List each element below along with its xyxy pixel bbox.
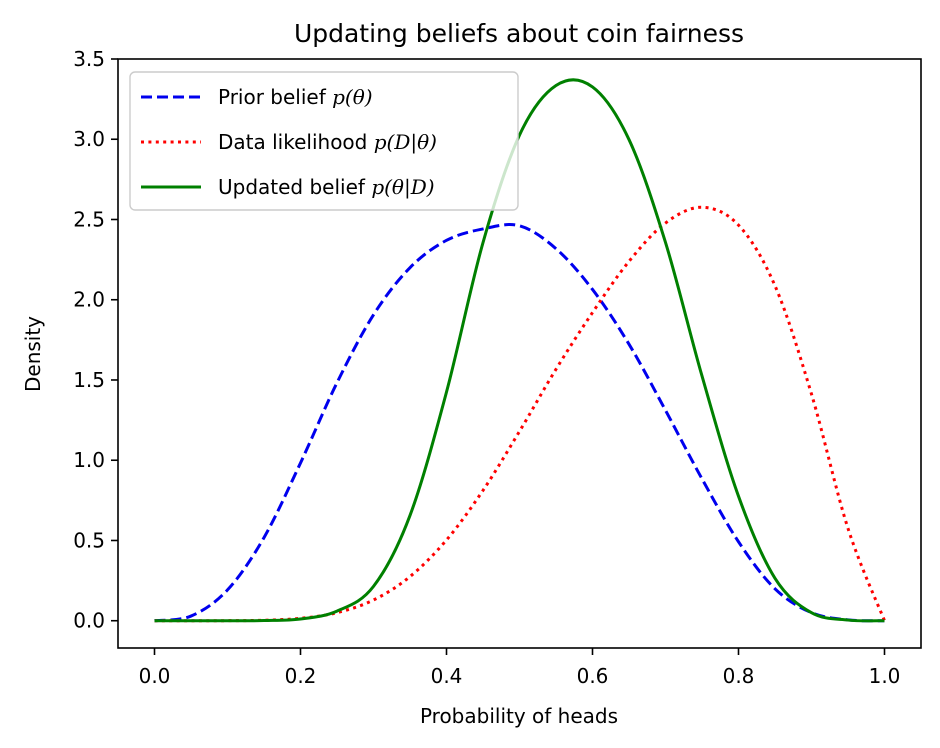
y-tick-label: 2.0 xyxy=(73,288,105,312)
x-tick-label: 0.6 xyxy=(577,664,609,688)
x-tick-label: 0.4 xyxy=(431,664,463,688)
x-tick-label: 0.8 xyxy=(723,664,755,688)
y-tick-label: 3.0 xyxy=(73,127,105,151)
y-tick-label: 0.5 xyxy=(73,528,105,552)
y-axis: 0.0 0.5 1.0 1.5 2.0 2.5 3.0 3.5 xyxy=(73,47,118,633)
plot-area xyxy=(154,78,886,623)
x-tick-label: 1.0 xyxy=(869,664,901,688)
axes-frame xyxy=(117,58,922,649)
y-tick-label: 0.0 xyxy=(73,609,105,633)
legend-label: Updated belief p(θ|D) xyxy=(218,175,435,200)
x-tick-label: 0.2 xyxy=(285,664,317,688)
y-tick-label: 1.0 xyxy=(73,448,105,472)
chart-title: Updating beliefs about coin fairness xyxy=(294,19,744,48)
legend-label: Data likelihood p(D|θ) xyxy=(218,130,437,155)
x-axis: 0.0 0.2 0.4 0.6 0.8 1.0 xyxy=(139,648,901,688)
legend-label: Prior belief p(θ) xyxy=(218,85,373,109)
y-tick-label: 1.5 xyxy=(73,368,105,392)
x-axis-label: Probability of heads xyxy=(420,704,618,728)
legend: Prior belief p(θ) Data likelihood p(D|θ) U… xyxy=(129,71,519,211)
y-axis-label: Density xyxy=(21,316,45,392)
y-tick-label: 2.5 xyxy=(73,207,105,231)
series-line-prior-belief xyxy=(154,223,885,623)
series-line-updated-belief xyxy=(154,78,885,623)
y-tick-label: 3.5 xyxy=(73,47,105,71)
x-tick-label: 0.0 xyxy=(139,664,171,688)
legend-box xyxy=(129,71,519,211)
